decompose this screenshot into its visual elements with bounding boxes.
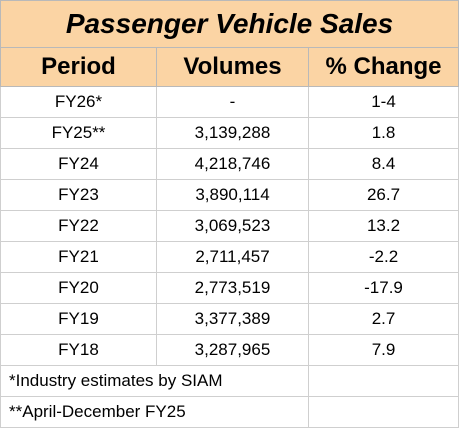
change-cell[interactable]: 2.7 <box>307 303 460 335</box>
period-cell[interactable]: FY26* <box>0 86 157 118</box>
table-row: FY19 3,377,389 2.7 <box>0 303 460 335</box>
sales-table: Passenger Vehicle Sales Period Volumes %… <box>0 0 460 428</box>
empty-cell[interactable] <box>307 396 460 428</box>
change-cell[interactable]: -2.2 <box>307 241 460 273</box>
change-cell[interactable]: 1-4 <box>307 86 460 118</box>
table-row: FY22 3,069,523 13.2 <box>0 210 460 242</box>
change-cell[interactable]: 26.7 <box>307 179 460 211</box>
period-cell[interactable]: FY23 <box>0 179 157 211</box>
period-cell[interactable]: FY22 <box>0 210 157 242</box>
period-cell[interactable]: FY21 <box>0 241 157 273</box>
table-row: FY21 2,711,457 -2.2 <box>0 241 460 273</box>
volumes-cell[interactable]: - <box>156 86 309 118</box>
change-cell[interactable]: 13.2 <box>307 210 460 242</box>
period-cell[interactable]: FY19 <box>0 303 157 335</box>
footnote-period[interactable]: **April-December FY25 <box>0 396 309 428</box>
footnote-row: *Industry estimates by SIAM <box>0 365 460 397</box>
column-header-volumes[interactable]: Volumes <box>156 47 309 87</box>
table-row: FY26* - 1-4 <box>0 86 460 118</box>
table-row: FY24 4,218,746 8.4 <box>0 148 460 180</box>
volumes-cell[interactable]: 4,218,746 <box>156 148 309 180</box>
change-cell[interactable]: 8.4 <box>307 148 460 180</box>
table-title[interactable]: Passenger Vehicle Sales <box>0 0 460 48</box>
footnote-siam[interactable]: *Industry estimates by SIAM <box>0 365 309 397</box>
footnote-row: **April-December FY25 <box>0 396 460 428</box>
period-cell[interactable]: FY18 <box>0 334 157 366</box>
period-cell[interactable]: FY25** <box>0 117 157 149</box>
table-row: FY23 3,890,114 26.7 <box>0 179 460 211</box>
period-cell[interactable]: FY24 <box>0 148 157 180</box>
change-cell[interactable]: -17.9 <box>307 272 460 304</box>
period-cell[interactable]: FY20 <box>0 272 157 304</box>
volumes-cell[interactable]: 2,773,519 <box>156 272 309 304</box>
volumes-cell[interactable]: 3,287,965 <box>156 334 309 366</box>
column-header-change[interactable]: % Change <box>307 47 460 87</box>
empty-cell[interactable] <box>307 365 460 397</box>
volumes-cell[interactable]: 2,711,457 <box>156 241 309 273</box>
table-row: FY18 3,287,965 7.9 <box>0 334 460 366</box>
change-cell[interactable]: 1.8 <box>307 117 460 149</box>
volumes-cell[interactable]: 3,890,114 <box>156 179 309 211</box>
change-cell[interactable]: 7.9 <box>307 334 460 366</box>
volumes-cell[interactable]: 3,139,288 <box>156 117 309 149</box>
volumes-cell[interactable]: 3,377,389 <box>156 303 309 335</box>
column-header-period[interactable]: Period <box>0 47 157 87</box>
volumes-cell[interactable]: 3,069,523 <box>156 210 309 242</box>
table-row: FY25** 3,139,288 1.8 <box>0 117 460 149</box>
table-row: FY20 2,773,519 -17.9 <box>0 272 460 304</box>
